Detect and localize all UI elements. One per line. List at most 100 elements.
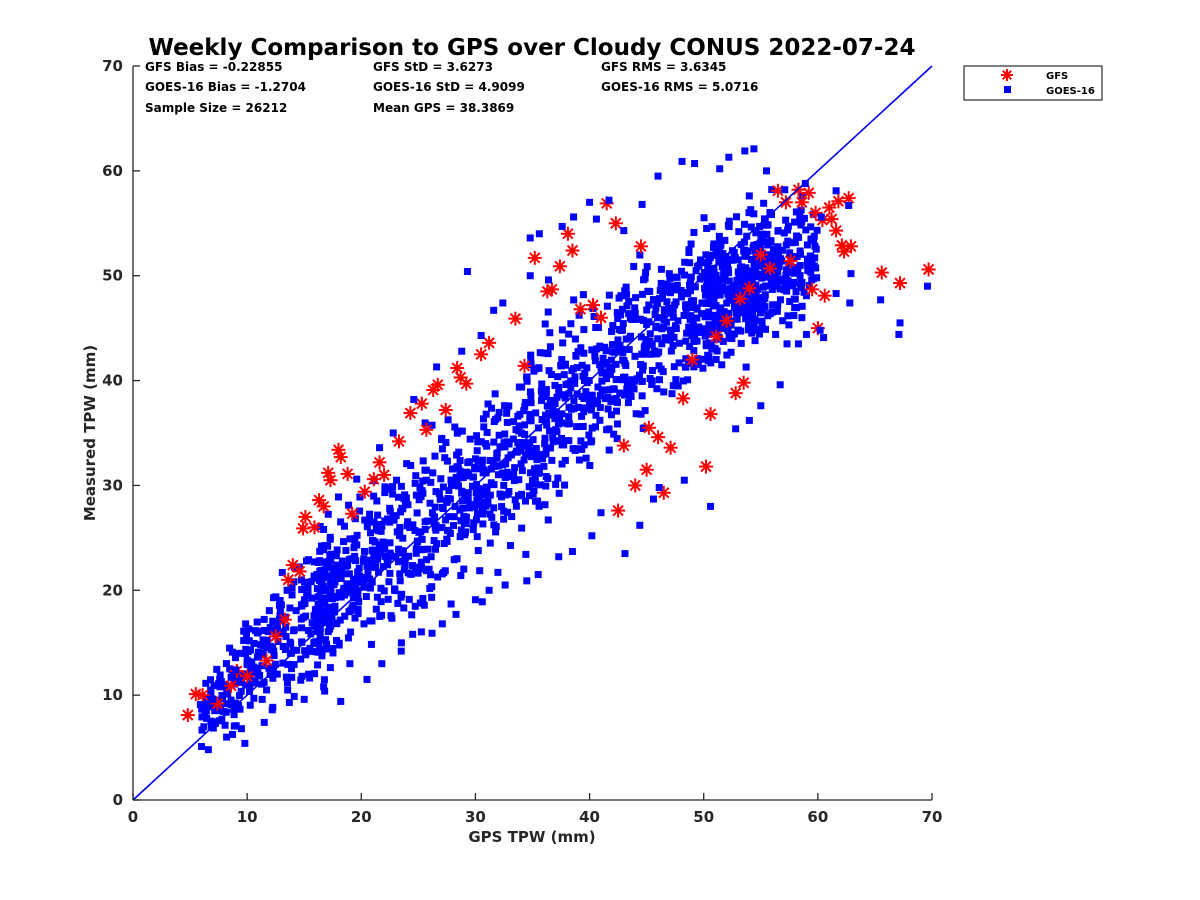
cloud-goes16-marker: [311, 574, 319, 582]
cloud-goes16-marker: [319, 610, 327, 618]
cloud-goes16-marker: [803, 241, 811, 249]
cloud-goes16-marker: [373, 593, 381, 601]
cloud-goes16-marker: [473, 432, 481, 440]
cloud-goes16-marker: [230, 711, 238, 719]
goes16-point: [535, 230, 543, 238]
cloud-goes16-marker: [373, 497, 381, 505]
cloud-goes16-marker: [391, 585, 399, 593]
cloud-goes16-marker: [235, 692, 243, 700]
cloud-goes16-marker: [577, 344, 585, 352]
cloud-goes16-marker: [469, 473, 477, 481]
cloud-goes16-marker: [260, 627, 268, 635]
cloud-goes16-marker: [356, 507, 364, 515]
cloud-goes16-marker: [561, 481, 569, 489]
cloud-goes16-marker: [440, 568, 448, 576]
goes16-point: [353, 475, 361, 483]
goes16-point: [490, 306, 498, 314]
cloud-goes16-marker: [795, 233, 803, 241]
cloud-goes16-marker: [473, 497, 481, 505]
cloud-goes16-marker: [670, 363, 678, 371]
cloud-goes16-marker: [375, 568, 383, 576]
goes16-point: [210, 682, 218, 690]
x-tick-label: 50: [693, 808, 714, 826]
cloud-goes16-marker: [702, 342, 710, 350]
cloud-goes16-marker: [461, 531, 469, 539]
cloud-goes16-marker: [607, 397, 615, 405]
cloud-goes16-marker: [396, 577, 404, 585]
gfs-series: [180, 182, 936, 723]
gfs-point: [296, 521, 311, 536]
cloud-goes16-marker: [767, 237, 775, 245]
cloud-goes16-marker: [398, 590, 406, 598]
cloud-goes16-marker: [483, 442, 491, 450]
cloud-goes16-marker: [619, 320, 627, 328]
cloud-goes16-marker: [333, 593, 341, 601]
cloud-goes16-marker: [491, 462, 499, 470]
cloud-goes16-marker: [620, 391, 628, 399]
cloud-goes16-marker: [748, 276, 756, 284]
cloud-goes16-marker: [288, 591, 296, 599]
goes16-point: [499, 299, 507, 307]
gfs-point: [292, 564, 307, 579]
cloud-goes16-marker: [613, 420, 621, 428]
cloud-goes16-marker: [767, 280, 775, 288]
cloud-goes16-marker: [346, 535, 354, 543]
cloud-goes16-marker: [447, 600, 455, 608]
cloud-goes16-marker: [412, 565, 420, 573]
cloud-goes16-marker: [741, 220, 749, 228]
cloud-goes16-marker: [557, 362, 565, 370]
cloud-goes16-marker: [435, 489, 443, 497]
legend-gfs-label: GFS: [1046, 71, 1068, 82]
cloud-goes16-marker: [636, 251, 644, 259]
cloud-goes16-marker: [417, 628, 425, 636]
gfs-point: [459, 376, 474, 391]
cloud-goes16-marker: [518, 467, 526, 475]
cloud-goes16-marker: [685, 249, 693, 257]
gfs-point: [824, 212, 839, 227]
cloud-goes16-marker: [498, 443, 506, 451]
cloud-goes16-marker: [727, 348, 735, 356]
cloud-goes16-marker: [305, 670, 313, 678]
cloud-goes16-marker: [396, 557, 404, 565]
goes16-point: [817, 213, 825, 221]
gfs-point: [805, 282, 820, 297]
cloud-goes16-marker: [565, 330, 573, 338]
cloud-goes16-marker: [697, 355, 705, 363]
cloud-goes16-marker: [335, 641, 343, 649]
cloud-goes16-marker: [643, 306, 651, 314]
cloud-goes16-marker: [616, 389, 624, 397]
cloud-goes16-marker: [587, 396, 595, 404]
cloud-goes16-marker: [379, 563, 387, 571]
goes16-point: [798, 314, 806, 322]
cloud-goes16-marker: [796, 212, 804, 220]
cloud-goes16-marker: [637, 361, 645, 369]
cloud-goes16-marker: [405, 595, 413, 603]
cloud-goes16-marker: [457, 474, 465, 482]
cloud-goes16-marker: [394, 493, 402, 501]
cloud-goes16-marker: [732, 309, 740, 317]
goes16-point: [421, 525, 429, 533]
cloud-goes16-marker: [418, 565, 426, 573]
cloud-goes16-marker: [742, 252, 750, 260]
cloud-goes16-marker: [274, 637, 282, 645]
cloud-goes16-marker: [212, 703, 220, 711]
cloud-goes16-marker: [632, 410, 640, 418]
cloud-goes16-marker: [360, 547, 368, 555]
cloud-goes16-marker: [688, 331, 696, 339]
cloud-goes16-marker: [270, 652, 278, 660]
cloud-goes16-marker: [751, 337, 759, 345]
cloud-goes16-marker: [393, 528, 401, 536]
cloud-goes16-marker: [614, 315, 622, 323]
cloud-goes16-marker: [558, 326, 566, 334]
cloud-goes16-marker: [717, 241, 725, 249]
cloud-goes16-marker: [713, 316, 721, 324]
cloud-goes16-marker: [571, 335, 579, 343]
goes16-point: [471, 596, 479, 604]
cloud-goes16-marker: [692, 267, 700, 275]
gfs-point: [753, 247, 768, 262]
cloud-goes16-marker: [423, 556, 431, 564]
goes16-point: [227, 673, 235, 681]
cloud-goes16-marker: [430, 537, 438, 545]
cloud-goes16-marker: [751, 258, 759, 266]
